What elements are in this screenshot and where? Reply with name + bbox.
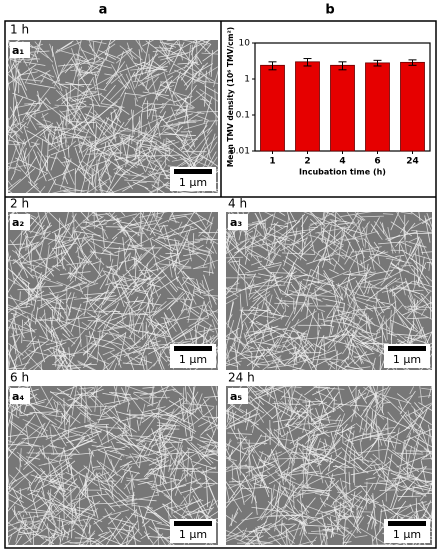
time-label: 6 h	[10, 371, 29, 385]
x-tick-label: 1	[269, 157, 275, 167]
figure-label: b	[325, 3, 334, 18]
time-label: 2 h	[10, 197, 29, 211]
figure-label: a	[99, 3, 108, 18]
scale-bar	[174, 521, 212, 526]
scale-bar	[388, 346, 426, 351]
fiber	[169, 145, 170, 154]
scale-bar	[174, 169, 212, 174]
scale-bar	[174, 346, 212, 351]
fiber	[160, 82, 175, 83]
x-tick-label: 2	[304, 157, 310, 167]
scale-label: 1 μm	[393, 353, 421, 366]
fiber	[110, 251, 111, 261]
fiber	[39, 127, 57, 128]
scale-label: 1 μm	[179, 176, 207, 189]
y-tick-label: 0.1	[236, 111, 250, 121]
y-tick-label: 10	[239, 39, 251, 49]
fiber	[139, 116, 140, 137]
panel-label: a₄	[12, 390, 24, 403]
panel-label: a₁	[12, 44, 24, 57]
time-label: 24 h	[228, 371, 255, 385]
fiber	[94, 503, 113, 504]
fiber	[122, 394, 131, 395]
fiber	[126, 378, 127, 396]
bar	[366, 63, 390, 151]
scale-label: 1 μm	[393, 528, 421, 541]
x-axis-label: Incubation time (h)	[299, 168, 386, 177]
y-axis-label: Mean TMV density (10⁶ TMV/cm²)	[226, 27, 235, 167]
bar	[331, 65, 355, 151]
time-label: 1 h	[10, 23, 29, 37]
scale-label: 1 μm	[179, 353, 207, 366]
panel-label: a₃	[230, 216, 242, 229]
fiber	[27, 453, 62, 454]
fiber	[406, 451, 440, 452]
fiber	[342, 427, 343, 443]
scale-label: 1 μm	[179, 528, 207, 541]
scale-bar	[388, 521, 426, 526]
panel-label: a₅	[230, 390, 242, 403]
bar	[296, 62, 320, 151]
panel-label: a₂	[12, 216, 24, 229]
bar	[261, 65, 285, 151]
x-tick-label: 4	[339, 157, 345, 167]
x-tick-label: 6	[374, 157, 380, 167]
time-label: 4 h	[228, 197, 247, 211]
y-tick-label: 1	[244, 75, 250, 85]
x-tick-label: 24	[406, 157, 419, 167]
bar	[401, 62, 425, 151]
